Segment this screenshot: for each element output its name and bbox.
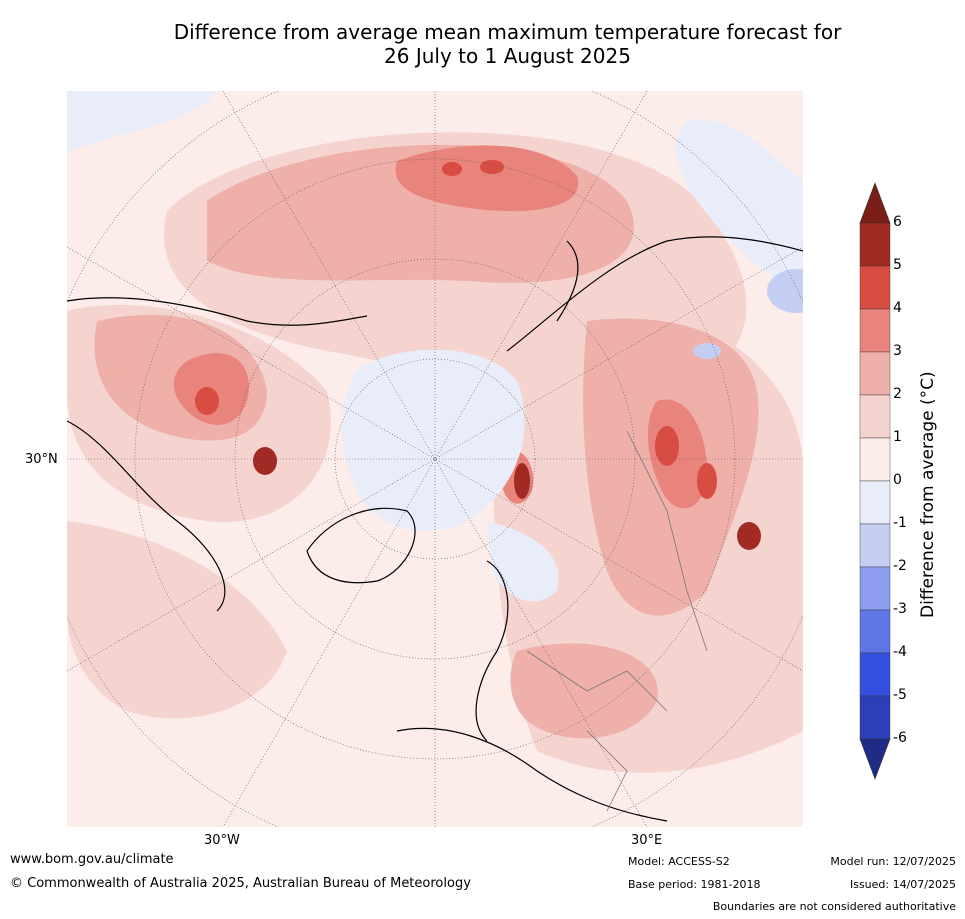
footer-model-run: Model run: 12/07/2025 bbox=[830, 855, 956, 868]
colorbar-segment bbox=[859, 394, 891, 439]
map-svg bbox=[67, 91, 803, 827]
lon-label-30e: 30°E bbox=[631, 833, 663, 848]
footer-issued: Issued: 14/07/2025 bbox=[849, 878, 956, 891]
colorbar-tick-label: -2 bbox=[893, 558, 907, 574]
lon-label-30w: 30°W bbox=[204, 833, 240, 848]
colorbar-segment bbox=[859, 480, 891, 525]
colorbar-segment bbox=[859, 222, 891, 267]
polar-map bbox=[67, 91, 803, 827]
colorbar-segment bbox=[859, 351, 891, 396]
colorbar-tick-label: -5 bbox=[893, 687, 907, 703]
colorbar-segment bbox=[859, 609, 891, 654]
footer-model: Model: ACCESS-S2 bbox=[628, 855, 730, 868]
colorbar bbox=[859, 182, 891, 780]
colorbar-segment bbox=[859, 437, 891, 482]
colorbar-tick-label: 0 bbox=[893, 472, 902, 488]
colorbar-tick-label: 1 bbox=[893, 429, 902, 445]
title-line-1: Difference from average mean maximum tem… bbox=[173, 20, 842, 44]
colorbar-segment bbox=[859, 566, 891, 611]
colorbar-segment bbox=[859, 695, 891, 740]
colorbar-segment bbox=[859, 308, 891, 353]
colorbar-segment bbox=[859, 523, 891, 568]
colorbar-tick-label: 2 bbox=[893, 386, 902, 402]
title-line-2: 26 July to 1 August 2025 bbox=[384, 44, 631, 68]
footer-disclaimer: Boundaries are not considered authoritat… bbox=[712, 900, 956, 913]
colorbar-tick-label: -6 bbox=[893, 730, 907, 746]
footer-base-period: Base period: 1981-2018 bbox=[628, 878, 761, 891]
footer-website[interactable]: www.bom.gov.au/climate bbox=[10, 852, 174, 867]
colorbar-tick-label: 3 bbox=[893, 343, 902, 359]
colorbar-label: Difference from average (°C) bbox=[918, 371, 938, 618]
colorbar-tick-label: -1 bbox=[893, 515, 907, 531]
colorbar-top-arrow bbox=[859, 182, 891, 224]
colorbar-tick-label: -4 bbox=[893, 644, 907, 660]
footer-copyright: © Commonwealth of Australia 2025, Austra… bbox=[10, 876, 471, 891]
colorbar-tick-label: 4 bbox=[893, 300, 902, 316]
colorbar-bottom-arrow bbox=[859, 738, 891, 780]
map-title: Difference from average mean maximum tem… bbox=[0, 20, 965, 68]
colorbar-tick-label: 5 bbox=[893, 257, 902, 273]
colorbar-segment bbox=[859, 265, 891, 310]
colorbar-segment bbox=[859, 652, 891, 697]
lat-label-30n: 30°N bbox=[25, 452, 58, 467]
colorbar-tick-label: 6 bbox=[893, 214, 902, 230]
colorbar-tick-label: -3 bbox=[893, 601, 907, 617]
